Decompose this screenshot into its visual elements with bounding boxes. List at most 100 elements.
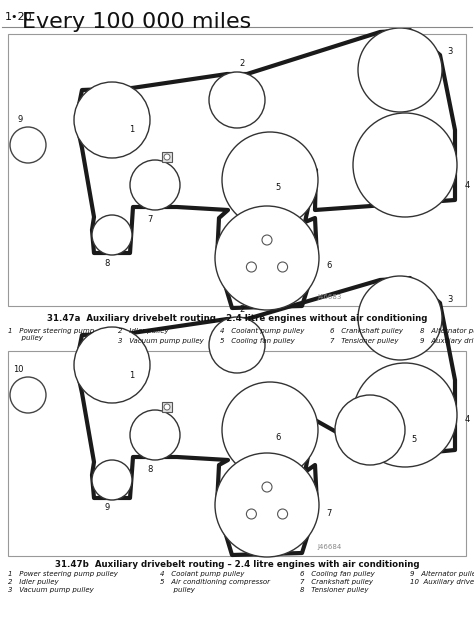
Text: 5: 5 (411, 435, 417, 445)
Circle shape (138, 418, 172, 452)
Circle shape (222, 132, 318, 228)
Circle shape (98, 351, 126, 379)
Text: 3: 3 (447, 47, 453, 57)
Circle shape (74, 82, 150, 158)
Text: 4   Coolant pump pulley: 4 Coolant pump pulley (160, 571, 245, 577)
Circle shape (252, 162, 288, 198)
Text: 1   Power steering pump pulley: 1 Power steering pump pulley (8, 571, 118, 577)
Circle shape (164, 404, 170, 410)
Circle shape (130, 410, 180, 460)
Circle shape (74, 327, 150, 403)
Text: Every 100 000 miles: Every 100 000 miles (22, 12, 251, 32)
Circle shape (228, 91, 246, 109)
Circle shape (218, 326, 256, 364)
Circle shape (215, 453, 319, 557)
Text: 3   Vacuum pump pulley: 3 Vacuum pump pulley (118, 338, 204, 344)
Text: 7   Crankshaft pulley: 7 Crankshaft pulley (300, 579, 373, 585)
Circle shape (278, 262, 288, 272)
Text: 6: 6 (326, 261, 332, 271)
Circle shape (92, 460, 132, 500)
Circle shape (370, 288, 430, 348)
Circle shape (92, 215, 132, 255)
Circle shape (218, 81, 256, 119)
Text: 2: 2 (239, 304, 245, 314)
Text: 8: 8 (104, 258, 109, 268)
Text: 7   Tensioner pulley: 7 Tensioner pulley (330, 338, 399, 344)
Bar (162, 152, 172, 162)
Circle shape (246, 509, 256, 519)
Circle shape (358, 418, 382, 442)
Text: 9: 9 (104, 504, 109, 512)
Circle shape (247, 238, 287, 278)
Circle shape (383, 143, 427, 187)
Circle shape (335, 395, 405, 465)
Circle shape (148, 178, 162, 192)
Text: 6   Crankshaft pulley: 6 Crankshaft pulley (330, 328, 403, 334)
Circle shape (148, 428, 162, 442)
Text: 6: 6 (275, 433, 281, 443)
Text: 7: 7 (326, 509, 332, 517)
Text: 2   Idler pulley: 2 Idler pulley (8, 579, 59, 585)
Text: pulley: pulley (8, 335, 43, 341)
Text: 4: 4 (465, 181, 470, 189)
Text: 1: 1 (129, 371, 135, 379)
Circle shape (252, 412, 288, 448)
Circle shape (164, 154, 170, 160)
Text: 2   Idler pulley: 2 Idler pulley (118, 328, 169, 334)
Text: pulley: pulley (160, 587, 195, 593)
Circle shape (370, 40, 430, 100)
Circle shape (353, 113, 457, 217)
Text: 9   Auxiliary drivebelt: 9 Auxiliary drivebelt (420, 338, 474, 344)
Text: 5   Cooling fan pulley: 5 Cooling fan pulley (220, 338, 295, 344)
Circle shape (209, 317, 265, 373)
Text: J46683: J46683 (318, 294, 342, 300)
Circle shape (358, 28, 442, 112)
Circle shape (384, 302, 416, 334)
Text: 6   Cooling fan pulley: 6 Cooling fan pulley (300, 571, 375, 577)
Circle shape (10, 127, 46, 163)
Circle shape (262, 235, 272, 245)
Circle shape (236, 146, 304, 214)
Circle shape (246, 262, 256, 272)
Circle shape (98, 106, 126, 134)
Text: 3: 3 (447, 296, 453, 304)
Text: 8   Tensioner pulley: 8 Tensioner pulley (300, 587, 368, 593)
Text: 5: 5 (275, 183, 281, 193)
Text: J46684: J46684 (318, 544, 342, 550)
Circle shape (86, 94, 138, 146)
Circle shape (262, 482, 272, 492)
Text: 5   Air conditioning compressor: 5 Air conditioning compressor (160, 579, 270, 585)
Text: 7: 7 (147, 214, 153, 224)
Text: 1   Power steering pump: 1 Power steering pump (8, 328, 94, 334)
Circle shape (86, 339, 138, 391)
Text: 31.47b  Auxiliary drivebelt routing – 2.4 litre engines with air conditioning: 31.47b Auxiliary drivebelt routing – 2.4… (55, 560, 419, 569)
Circle shape (215, 206, 319, 310)
Circle shape (130, 160, 180, 210)
Circle shape (236, 396, 304, 464)
Circle shape (228, 336, 246, 354)
Text: 10: 10 (13, 365, 23, 373)
Circle shape (10, 377, 46, 413)
Circle shape (358, 276, 442, 360)
Text: 9: 9 (18, 114, 23, 124)
Bar (162, 402, 172, 412)
Circle shape (353, 363, 457, 467)
Circle shape (367, 127, 443, 203)
Text: 31.47a  Auxiliary drivebelt routing – 2.4 litre engines without air conditioning: 31.47a Auxiliary drivebelt routing – 2.4… (47, 314, 427, 323)
Text: 3   Vacuum pump pulley: 3 Vacuum pump pulley (8, 587, 94, 593)
Circle shape (138, 168, 172, 202)
Circle shape (346, 406, 394, 454)
Bar (8, 34, 466, 306)
Circle shape (278, 509, 288, 519)
Circle shape (247, 485, 287, 525)
Circle shape (367, 377, 443, 453)
Text: 8   Alternator pulley: 8 Alternator pulley (420, 328, 474, 334)
Circle shape (100, 223, 124, 247)
Circle shape (384, 54, 416, 86)
Circle shape (100, 468, 124, 492)
Text: 9   Alternator pulley: 9 Alternator pulley (410, 571, 474, 577)
Circle shape (225, 463, 309, 547)
Text: 4: 4 (465, 415, 470, 425)
Circle shape (222, 382, 318, 478)
Circle shape (225, 216, 309, 300)
